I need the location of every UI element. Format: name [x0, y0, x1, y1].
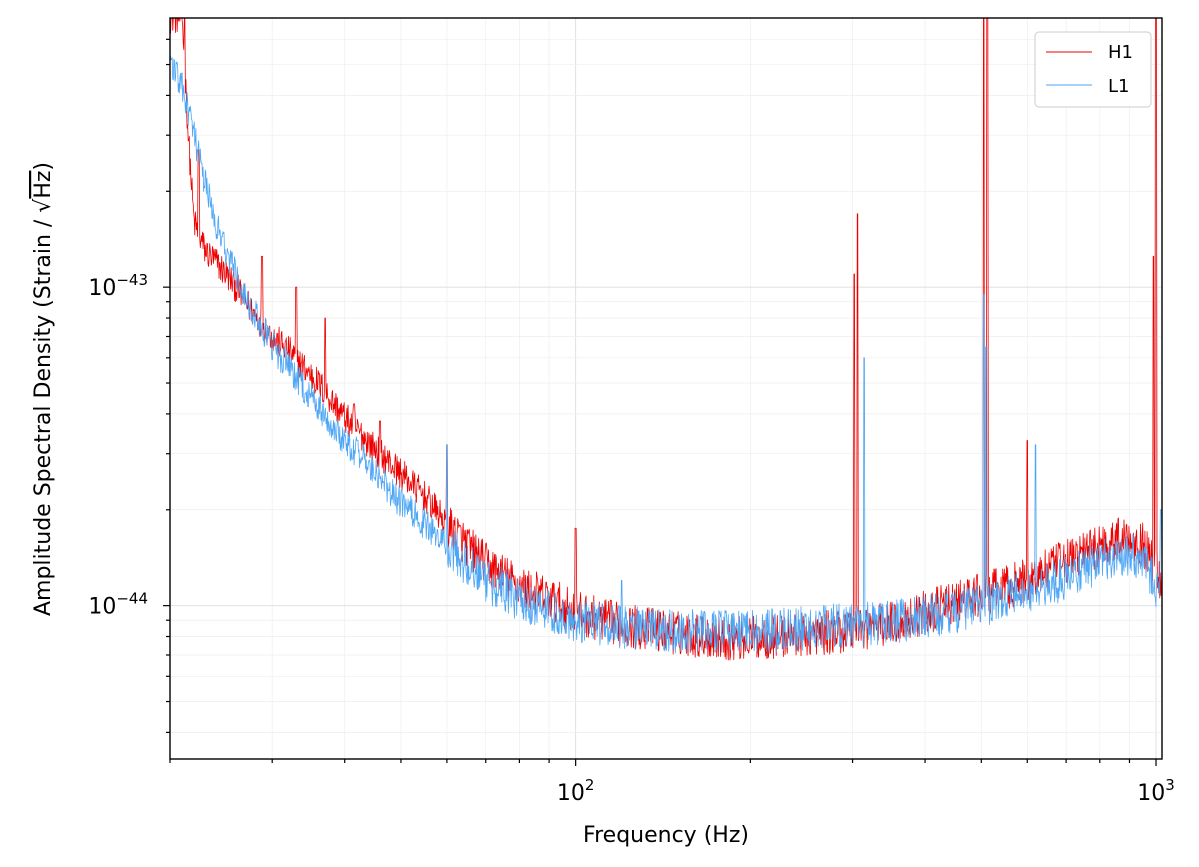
series-layer: [170, 18, 1162, 661]
legend-label-l1: L1: [1108, 76, 1129, 97]
svg-text:Amplitude Spectral Density (St: Amplitude Spectral Density (Strain / √Hz…: [31, 162, 56, 616]
y-tick-label: 10−44: [88, 590, 148, 620]
series-line-l1: [170, 55, 1162, 654]
y-axis-title-prefix: Amplitude Spectral Density (Strain /: [31, 213, 56, 616]
grid: [169, 18, 1162, 759]
plot-frame: [169, 17, 1163, 760]
y-axis-title-suffix: ): [31, 162, 56, 171]
y-axis-title: Amplitude Spectral Density (Strain / √Hz…: [31, 162, 56, 616]
y-tick-label: 10−43: [88, 271, 148, 301]
x-axis-title: Frequency (Hz): [583, 823, 749, 848]
y-axis-title-sqrt: √: [31, 198, 56, 213]
plot-area: [170, 18, 1162, 661]
x-tick-label: 103: [1137, 776, 1175, 806]
y-axis-title-hz: Hz: [31, 171, 56, 199]
legend-label-h1: H1: [1108, 42, 1133, 63]
axis-ticks: 102 103 10−44 10−43: [88, 38, 1175, 806]
legend-box: [1034, 31, 1152, 108]
x-tick-label: 102: [557, 776, 595, 806]
legend: H1 L1: [1034, 31, 1152, 108]
